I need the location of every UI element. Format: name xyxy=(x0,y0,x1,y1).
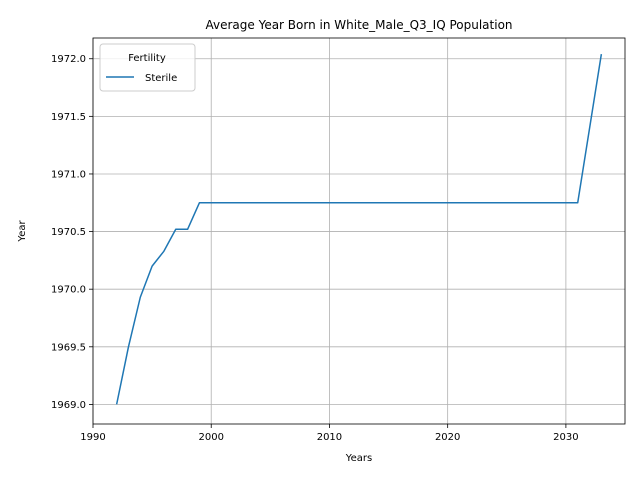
x-tick-label: 2020 xyxy=(435,432,460,443)
y-tick-label: 1972.0 xyxy=(51,54,86,65)
legend-label-sterile: Sterile xyxy=(145,73,177,84)
y-axis-label: Year xyxy=(17,220,28,243)
chart-title: Average Year Born in White_Male_Q3_IQ Po… xyxy=(205,18,512,32)
y-tick-label: 1971.5 xyxy=(51,112,86,123)
x-tick-label: 2030 xyxy=(553,432,578,443)
x-axis-label: Years xyxy=(345,453,372,464)
legend-title: Fertility xyxy=(128,53,166,64)
y-tick-label: 1969.5 xyxy=(51,342,86,353)
y-tick-label: 1970.0 xyxy=(51,285,86,296)
legend: Fertility Sterile xyxy=(100,44,195,91)
y-tick-label: 1969.0 xyxy=(51,400,86,411)
x-tick-label: 2010 xyxy=(317,432,342,443)
y-tick-label: 1970.5 xyxy=(51,227,86,238)
y-tick-label: 1971.0 xyxy=(51,169,86,180)
x-tick-label: 1990 xyxy=(80,432,105,443)
x-tick-label: 2000 xyxy=(198,432,223,443)
